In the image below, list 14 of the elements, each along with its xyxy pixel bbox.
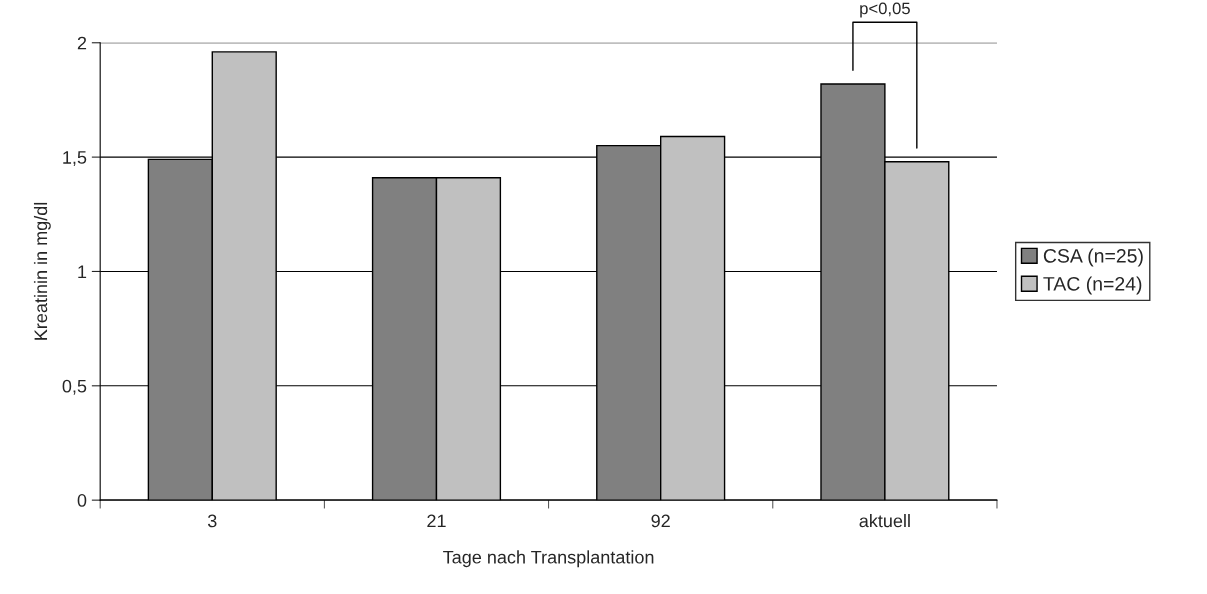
x-tick-label: aktuell	[859, 514, 910, 528]
y-tick-label: 0	[77, 494, 87, 507]
x-axis-title: Tage nach Transplantation	[443, 550, 654, 568]
x-tick-label: 3	[207, 514, 217, 528]
text: p<0,05	[860, 2, 910, 18]
y-tick-label: 2	[77, 36, 87, 50]
legend-label: TAC (n=24)	[1043, 276, 1142, 295]
y-tick-label: 1	[78, 265, 87, 278]
y-axis-title: Kreatinin in mg/dl	[33, 202, 51, 340]
legend-label: CSA (n=25)	[1043, 248, 1143, 267]
x-tick-label: 21	[427, 514, 446, 528]
y-tick-label: 1,5	[63, 151, 87, 166]
x-tick-label: 92	[651, 514, 670, 528]
y-tick-label: 0,5	[62, 379, 87, 395]
